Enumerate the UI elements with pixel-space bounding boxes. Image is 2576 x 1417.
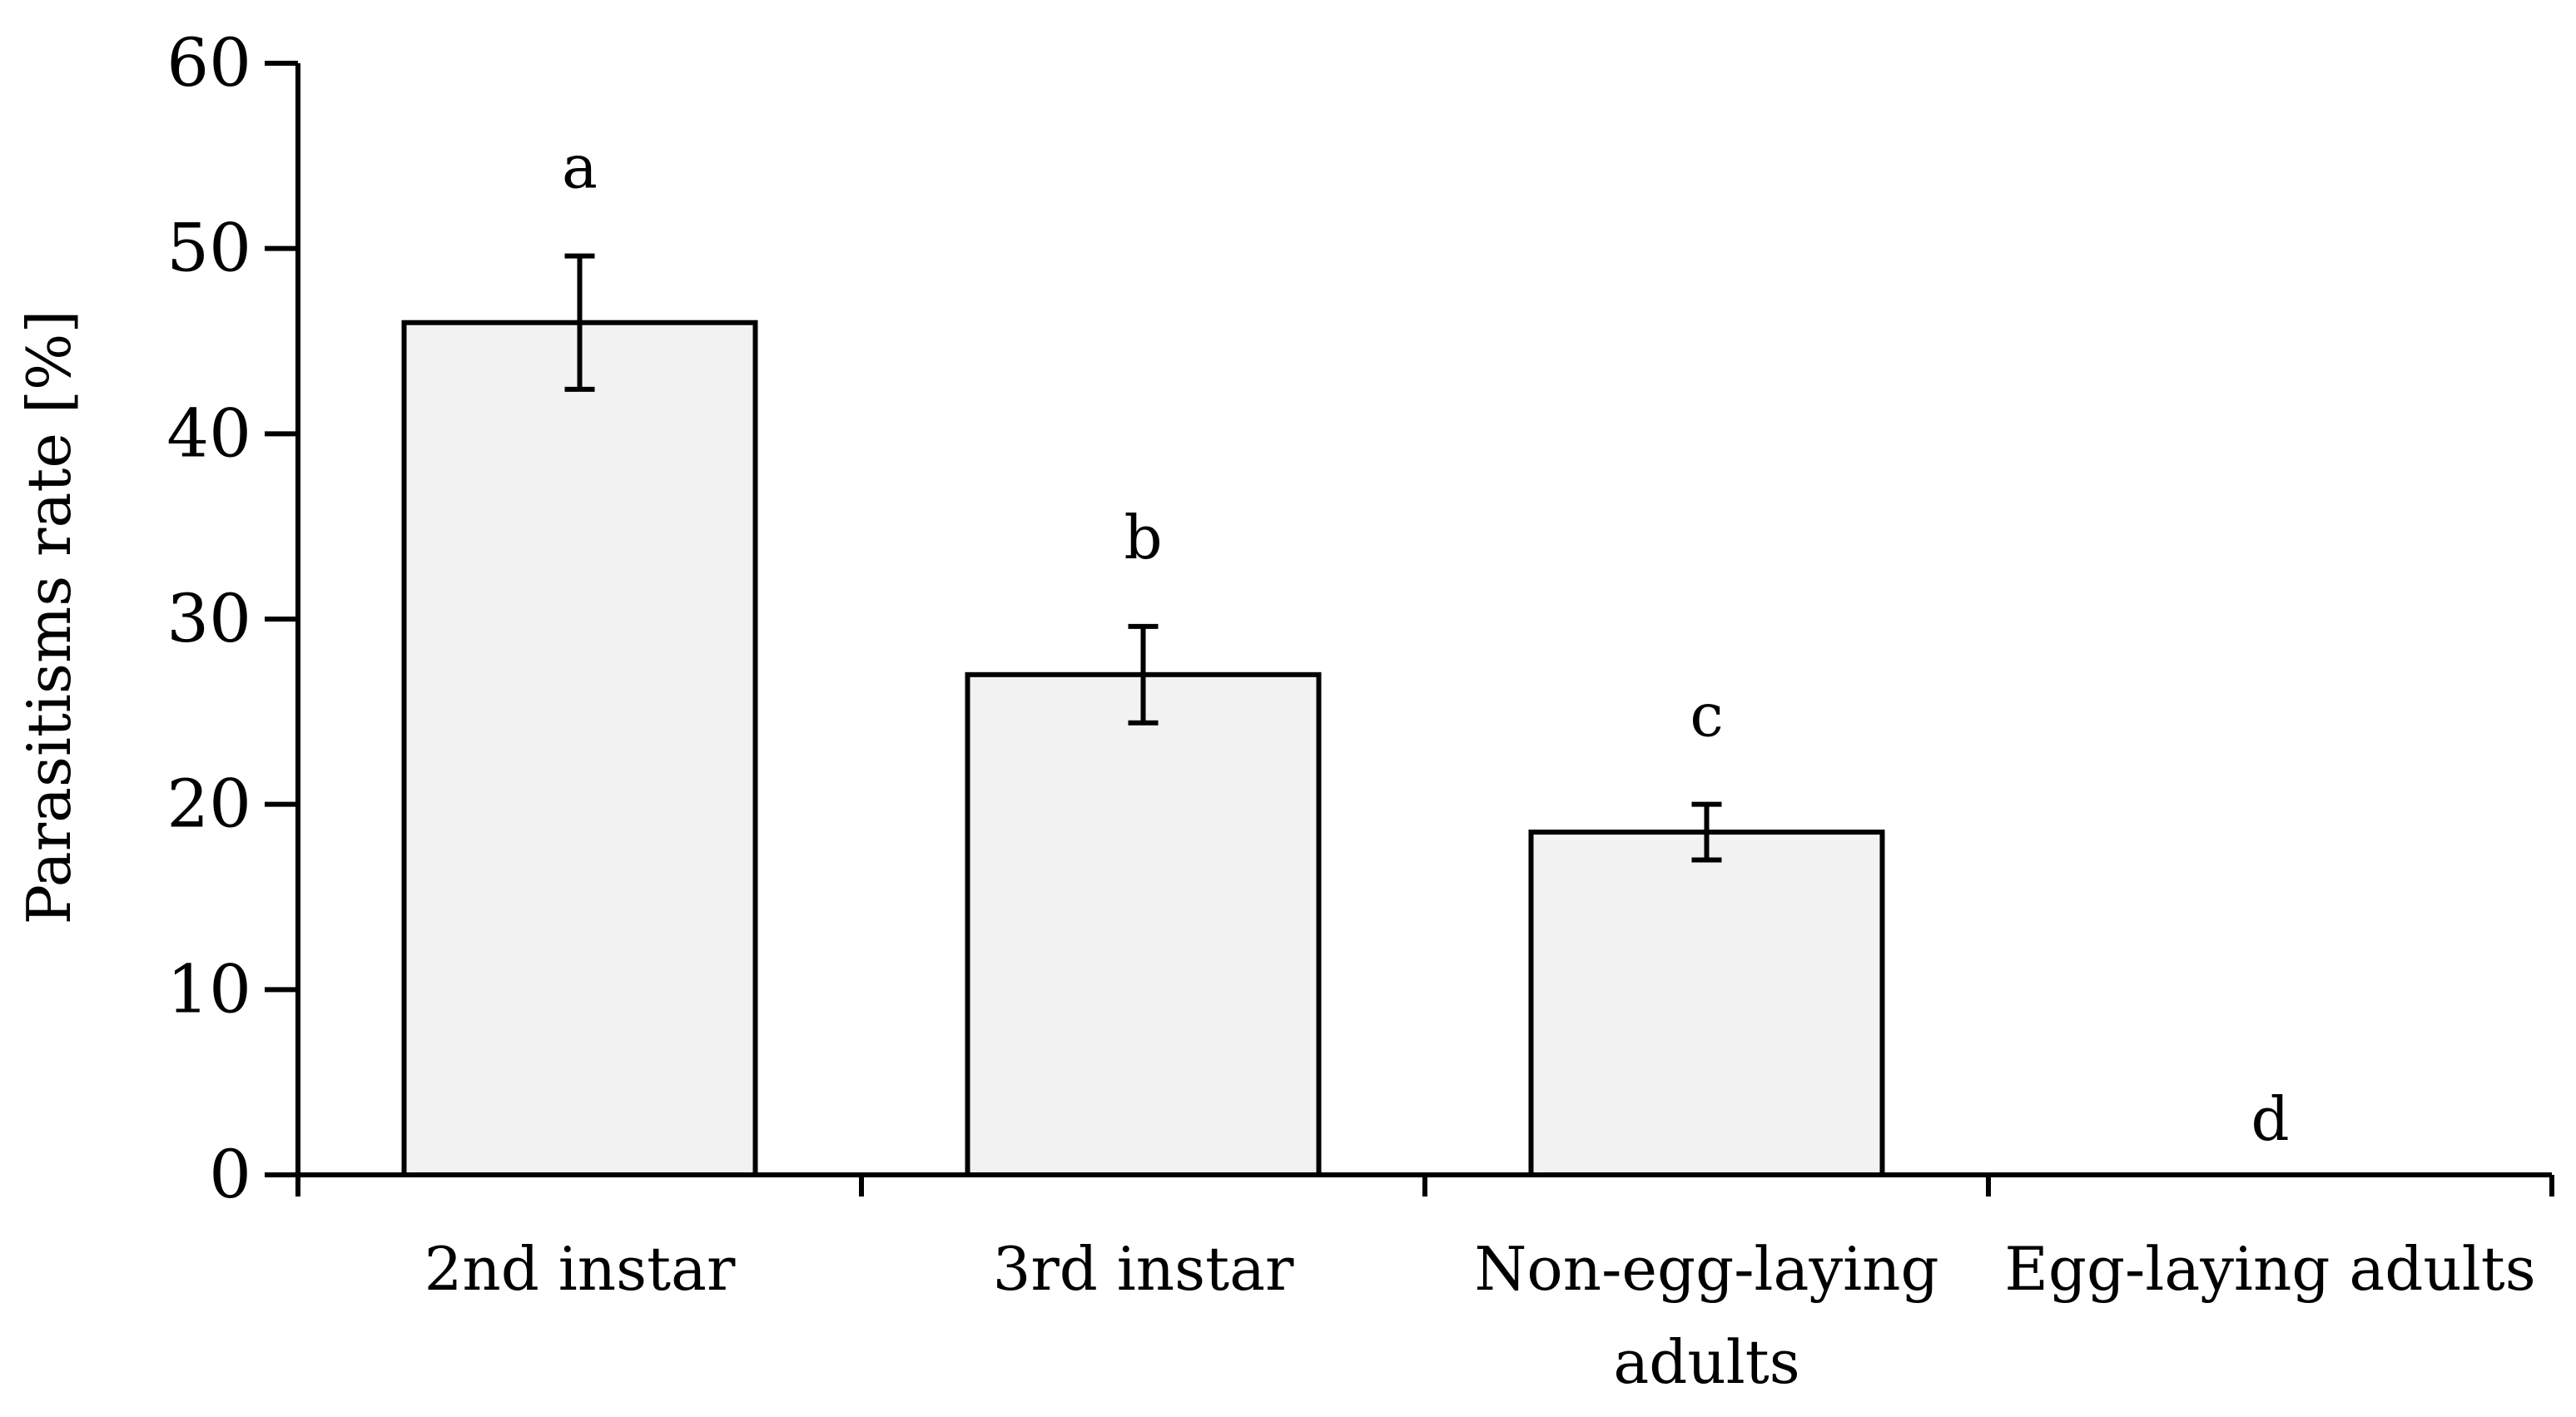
y-tick-label: 30 [166,580,251,657]
significance-label: b [1124,503,1162,572]
y-axis: 0 10 20 30 40 50 60 [166,24,300,1213]
bar [965,671,1322,1177]
y-tick-label: 20 [166,765,251,843]
y-tick-label: 60 [166,24,251,102]
x-tick-label: Egg-laying adults [2004,1234,2535,1304]
y-axis-title: Parasitisms rate [%] [14,310,84,925]
x-tick-label: Non-egg-laying [1474,1234,1938,1304]
x-tick-label: 3rd instar [993,1234,1294,1304]
significance-label: a [562,132,598,202]
x-tick-label: 2nd instar [424,1234,736,1304]
significance-label: d [2251,1084,2289,1154]
significance-label: c [1690,681,1723,751]
bar [401,320,758,1178]
y-tick-label: 40 [166,394,251,472]
x-tick-label: adults [1613,1327,1799,1397]
y-tick-label: 10 [166,950,251,1028]
bar [1528,830,1885,1177]
y-tick-label: 50 [166,210,251,287]
x-axis: 2nd instar 3rd instar Non-egg-laying adults… [295,1172,2554,1397]
y-tick-label: 0 [209,1136,251,1213]
bars: a b c d [401,132,2290,1178]
